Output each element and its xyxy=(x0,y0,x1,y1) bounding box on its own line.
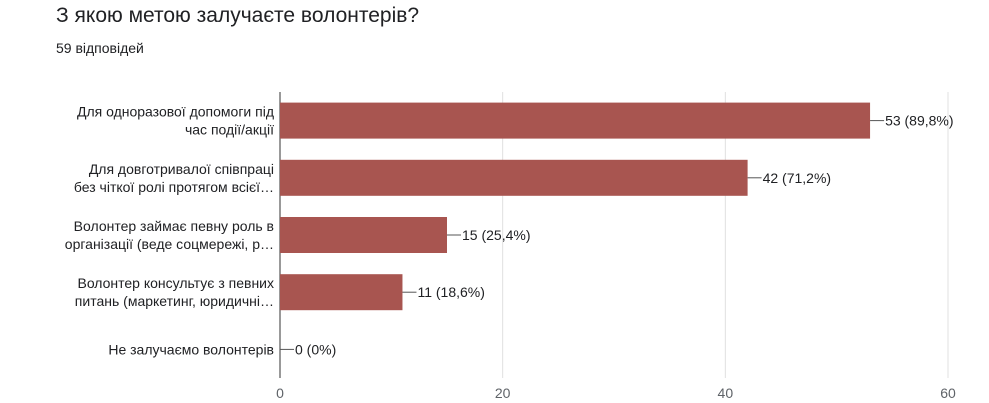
bar xyxy=(280,159,748,196)
category-label: Для довготривалої співпраці xyxy=(89,161,274,177)
bar xyxy=(280,217,447,253)
value-label: 15 (25,4%) xyxy=(462,227,530,243)
bar xyxy=(280,102,871,139)
value-label: 53 (89,8%) xyxy=(885,113,953,129)
category-label: Не залучаємо волонтерів xyxy=(108,341,274,357)
x-tick-label: 60 xyxy=(940,385,956,401)
category-label: Волонтер займає певну роль в xyxy=(74,218,274,234)
value-label: 0 (0%) xyxy=(295,341,336,357)
response-count: 59 відповідей xyxy=(56,40,144,56)
x-tick-label: 40 xyxy=(718,385,734,401)
value-label: 42 (71,2%) xyxy=(763,170,831,186)
x-tick-label: 0 xyxy=(276,385,284,401)
category-label: без чіткої ролі протягом всієї… xyxy=(74,179,274,195)
category-label: Для одноразової допомоги під xyxy=(77,104,274,120)
category-label: Волонтер консультує з певних xyxy=(77,275,274,291)
value-label: 11 (18,6%) xyxy=(417,284,484,300)
category-label: час події/акції xyxy=(185,122,274,138)
bar xyxy=(280,274,403,311)
x-tick-label: 20 xyxy=(495,385,511,401)
category-label: організації (веде соцмережі, р… xyxy=(65,236,274,252)
chart-title: З якою метою залучаєте волонтерів? xyxy=(56,4,420,27)
category-label: питань (маркетинг, юридичні… xyxy=(75,293,274,309)
